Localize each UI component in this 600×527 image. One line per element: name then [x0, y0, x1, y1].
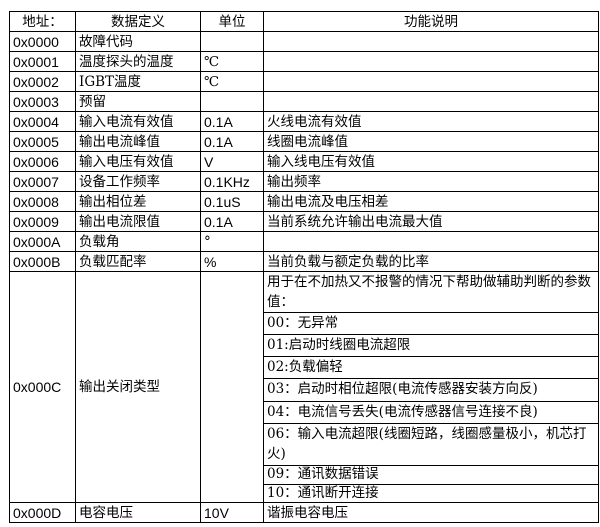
description-item: 02:负载偏轻: [264, 357, 598, 379]
table-row: 0x0004 输入电流有效值 0.1A 火线电流有效值: [9, 111, 599, 132]
description-item: 01:启动时线圈电流超限: [264, 335, 598, 357]
table-row: 0x0009 输出电流限值 0.1A 当前系统允许输出电流最大值: [9, 211, 599, 232]
unit-cell: 0.1A: [200, 131, 264, 152]
register-table: 地址： 数据定义 单位 功能说明 0x0000 故障代码 0x0001 温度探头的温度…: [9, 11, 599, 523]
definition-cell: 负载角: [75, 231, 201, 252]
unit-cell: 0.1KHz: [200, 171, 264, 192]
header-definition: 数据定义: [75, 11, 201, 32]
table-row: 0x000A 负载角 °: [9, 231, 599, 252]
description-cell: 线圈电流峰值: [263, 131, 599, 152]
unit-cell: V: [200, 151, 264, 172]
definition-cell: 预留: [75, 91, 201, 112]
address-cell: 0x0004: [9, 111, 76, 132]
address-cell: 0x0005: [9, 131, 76, 152]
header-unit: 单位: [200, 11, 264, 32]
table-row: 0x000B 负载匹配率% 当前负载与额定负载的比率: [9, 251, 599, 272]
table-row: 0x0002 IGBT温度 ℃: [9, 71, 599, 92]
address-cell: 0x0001: [9, 51, 76, 72]
description-cell: [263, 51, 599, 72]
address-cell: 0x0000: [9, 31, 76, 52]
definition-cell: 温度探头的温度: [75, 51, 201, 72]
address-cell: 0x000A: [9, 231, 76, 252]
table-row: 0x0005 输出电流峰值 0.1A 线圈电流峰值: [9, 131, 599, 152]
description-cell: 谐振电容电压: [263, 502, 599, 523]
unit-cell: ℃: [200, 51, 264, 72]
definition-cell: 输出电流峰值: [75, 131, 201, 152]
address-cell: 0x000C: [9, 271, 76, 503]
unit-cell: 10V: [200, 502, 264, 523]
table-row: 0x000C 输出关闭类型 用于在不加热又不报警的情况下帮助做辅助判断的参数值： 00…: [9, 271, 599, 503]
description-item: 10：通讯断开连接: [267, 485, 379, 501]
description-item: 06：输入电流超限(线圈短路，线圈感量极小，机芯打火): [264, 424, 598, 466]
description-cell: 用于在不加热又不报警的情况下帮助做辅助判断的参数值： 00：无异常 01:启动时线圈…: [263, 271, 599, 503]
address-cell: 0x0003: [9, 91, 76, 112]
definition-cell: 故障代码: [75, 31, 201, 52]
address-cell: 0x0006: [9, 151, 76, 172]
description-cell: [263, 31, 599, 52]
unit-cell: %: [200, 251, 264, 272]
definition-cell: IGBT温度: [75, 71, 201, 92]
header-row: 地址： 数据定义 单位 功能说明: [9, 11, 599, 32]
definition-cell: 输出相位差: [75, 191, 201, 212]
definition-cell: 负载匹配率: [75, 251, 201, 272]
unit-cell: [200, 91, 264, 112]
address-cell: 0x0008: [9, 191, 76, 212]
description-item: 09：通讯数据错误: [264, 466, 598, 485]
table-row: 0x0001 温度探头的温度 ℃: [9, 51, 599, 72]
address-cell: 0x0009: [9, 211, 76, 232]
table-row: 0x0000 故障代码: [9, 31, 599, 52]
unit-cell: [200, 31, 264, 52]
definition-cell: 电容电压: [75, 502, 201, 523]
unit-cell: 0.1A: [200, 211, 264, 232]
description-item: 00：无异常: [264, 313, 598, 335]
table-row: 0x0003 预留: [9, 91, 599, 112]
unit-cell: [200, 271, 264, 503]
header-description: 功能说明: [263, 11, 599, 32]
definition-cell: 设备工作频率: [75, 171, 201, 192]
address-cell: 0x0002: [9, 71, 76, 92]
table-row: 0x000D 电容电压 10V 谐振电容电压: [9, 502, 599, 523]
address-cell: 0x0007: [9, 171, 76, 192]
description-cell: 输出电流及电压相差: [263, 191, 599, 212]
table-row: 0x0008 输出相位差 0.1uS 输出电流及电压相差: [9, 191, 599, 212]
definition-cell: 输出关闭类型: [75, 271, 201, 503]
table-row: 0x0006 输入电压有效值 V 输入线电压有效值: [9, 151, 599, 172]
unit-cell: 0.1uS: [200, 191, 264, 212]
description-item: 04：电流信号丢失(电流传感器信号连接不良): [264, 402, 598, 424]
header-address: 地址：: [9, 11, 76, 32]
unit-cell: 0.1A: [200, 111, 264, 132]
description-cell: 输出频率: [263, 171, 599, 192]
description-item: 用于在不加热又不报警的情况下帮助做辅助判断的参数值：: [264, 273, 598, 313]
description-item: 03：启动时相位超限(电流传感器安装方向反): [264, 379, 598, 402]
unit-cell: ℃: [200, 71, 264, 92]
table-row: 0x0007 设备工作频率 0.1KHz 输出频率: [9, 171, 599, 192]
unit-cell: °: [200, 231, 264, 252]
definition-cell: 输入电压有效值: [75, 151, 201, 172]
description-cell: [263, 231, 599, 252]
address-cell: 0x000B: [9, 251, 76, 272]
description-cell: 当前负载与额定负载的比率: [263, 251, 599, 272]
address-cell: 0x000D: [9, 502, 76, 523]
description-cell: 当前系统允许输出电流最大值: [263, 211, 599, 232]
description-cell: 火线电流有效值: [263, 111, 599, 132]
description-cell: [263, 71, 599, 92]
description-cell: [263, 91, 599, 112]
definition-cell: 输入电流有效值: [75, 111, 201, 132]
description-cell: 输入线电压有效值: [263, 151, 599, 172]
definition-cell: 输出电流限值: [75, 211, 201, 232]
